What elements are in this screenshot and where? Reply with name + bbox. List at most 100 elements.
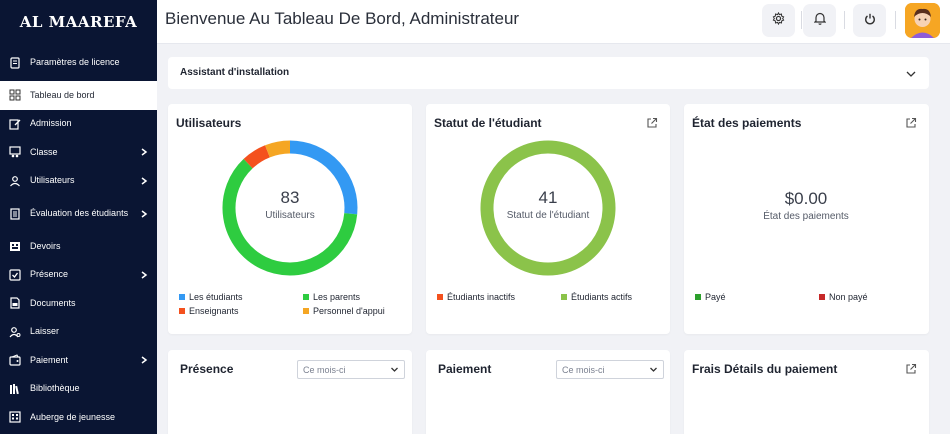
student-status-title: Statut de l'étudiant (434, 116, 542, 130)
sidebar-item-label: Classe (30, 146, 58, 157)
legend-swatch (819, 294, 825, 300)
evaluation-icon (8, 207, 22, 221)
external-link-icon[interactable] (646, 116, 658, 128)
payment-status-center: $0.00 État des paiements (736, 189, 876, 222)
setup-assistant-title: Assistant d'installation (180, 67, 290, 78)
legend-item-support-staff[interactable]: Personnel d'appui (303, 306, 403, 316)
notifications-button[interactable] (803, 4, 836, 37)
logo-text: AL MAAREFA (19, 13, 138, 31)
presence-period-select[interactable]: Ce mois-ci (297, 360, 405, 379)
sidebar-item-admission[interactable]: Admission (0, 110, 157, 139)
sidebar-item-documents[interactable]: Documents (0, 289, 157, 318)
payment-status-legend: Payé Non payé (695, 292, 919, 302)
users-center: 83 Utilisateurs (220, 188, 360, 221)
presence-card-title: Présence (180, 362, 234, 376)
sidebar-item-label: Devoirs (30, 240, 61, 251)
sidebar-item-homework[interactable]: Devoirs (0, 232, 157, 261)
sidebar-item-hostel[interactable]: Auberge de jeunesse (0, 403, 157, 432)
student-status-center-label: Statut de l'étudiant (506, 210, 590, 221)
check-icon (8, 268, 22, 282)
header-divider (844, 11, 845, 29)
chevron-right-icon (139, 176, 149, 186)
fee-details-title: Frais Détails du paiement (692, 362, 838, 376)
users-slice-2[interactable] (243, 145, 271, 169)
legend-label: Les étudiants (189, 292, 243, 302)
legend-item-unpaid[interactable]: Non payé (819, 292, 919, 302)
payment-period-select[interactable]: Ce mois-ci (556, 360, 664, 379)
chevron-down-icon (390, 365, 399, 374)
users-card: Utilisateurs 83 Utilisateurs Les étudian… (168, 104, 412, 334)
legend-label: Étudiants actifs (571, 292, 633, 302)
chevron-down-icon (649, 365, 658, 374)
users-center-label: Utilisateurs (265, 210, 315, 221)
student-status-center: 41 Statut de l'étudiant (478, 188, 618, 221)
chevron-right-icon (139, 355, 149, 365)
external-link-icon[interactable] (905, 362, 917, 374)
legend-label: Les parents (313, 292, 361, 302)
users-total: 83 (280, 188, 300, 207)
chevron-right-icon (139, 209, 149, 219)
legend-item-inactive-students[interactable]: Étudiants inactifs (437, 292, 561, 302)
license-icon (8, 56, 22, 70)
avatar[interactable] (905, 3, 940, 38)
sidebar-item-payment[interactable]: Paiement (0, 346, 157, 375)
sidebar: AL MAAREFA Paramètres de licence Tableau… (0, 0, 157, 434)
sidebar-item-leave[interactable]: Laisser (0, 318, 157, 347)
legend-swatch (437, 294, 443, 300)
external-link-icon[interactable] (905, 116, 917, 128)
sidebar-item-users[interactable]: Utilisateurs (0, 167, 157, 196)
student-status-donut-chart (480, 140, 616, 276)
documents-icon (8, 296, 22, 310)
payment-status-total: $0.00 (784, 189, 828, 208)
payment-status-center-label: État des paiements (763, 211, 849, 222)
legend-item-paid[interactable]: Payé (695, 292, 819, 302)
legend-item-teachers[interactable]: Enseignants (179, 306, 303, 316)
hostel-icon (8, 410, 22, 424)
chevron-right-icon (139, 147, 149, 157)
payment-card: Paiement Ce mois-ci (426, 350, 670, 434)
legend-item-parents[interactable]: Les parents (303, 292, 403, 302)
legend-item-students[interactable]: Les étudiants (179, 292, 303, 302)
sidebar-item-label: Tableau de bord (30, 89, 95, 100)
settings-button[interactable] (762, 4, 795, 37)
sidebar-item-library[interactable]: Bibliothèque (0, 375, 157, 404)
sidebar-item-license-settings[interactable]: Paramètres de licence (0, 44, 157, 81)
legend-label: Personnel d'appui (313, 306, 385, 316)
library-icon (8, 382, 22, 396)
select-value: Ce mois-ci (303, 365, 346, 375)
payment-card-title: Paiement (438, 362, 492, 376)
grid-icon (8, 88, 22, 102)
legend-label: Étudiants inactifs (447, 292, 516, 302)
sidebar-item-label: Auberge de jeunesse (30, 411, 116, 422)
power-icon (864, 12, 876, 30)
legend-swatch (179, 294, 185, 300)
brand-logo[interactable]: AL MAAREFA (0, 0, 157, 44)
sidebar-item-label: Paramètres de licence (30, 57, 120, 67)
sidebar-item-presence[interactable]: Présence (0, 261, 157, 290)
legend-swatch (179, 308, 185, 314)
sidebar-nav: Paramètres de licence Tableau de bord Ad… (0, 44, 157, 432)
users-slice-0[interactable] (289, 140, 358, 215)
sidebar-item-class[interactable]: Classe (0, 138, 157, 167)
users-slice-1[interactable] (222, 158, 358, 276)
homework-icon (8, 239, 22, 253)
page-title: Bienvenue Au Tableau De Bord, Administra… (165, 9, 520, 28)
legend-label: Payé (705, 292, 726, 302)
sidebar-item-student-evaluation[interactable]: Évaluation des étudiants (0, 195, 157, 232)
setup-assistant-accordion[interactable]: Assistant d'installation (168, 57, 929, 89)
sidebar-item-label: Admission (30, 118, 72, 129)
student-status-slice-1[interactable] (480, 140, 616, 276)
logout-button[interactable] (853, 4, 886, 37)
gear-icon (772, 11, 785, 30)
chevron-right-icon (139, 270, 149, 280)
select-value: Ce mois-ci (562, 365, 605, 375)
student-status-card: Statut de l'étudiant 41 Statut de l'étud… (426, 104, 670, 334)
bell-icon (813, 12, 826, 30)
chevron-down-icon[interactable] (905, 67, 917, 79)
sidebar-item-dashboard[interactable]: Tableau de bord (0, 81, 157, 110)
legend-label: Non payé (829, 292, 868, 302)
header-divider (801, 11, 802, 29)
users-slice-3[interactable] (265, 140, 291, 158)
legend-swatch (695, 294, 701, 300)
legend-item-active-students[interactable]: Étudiants actifs (561, 292, 661, 302)
